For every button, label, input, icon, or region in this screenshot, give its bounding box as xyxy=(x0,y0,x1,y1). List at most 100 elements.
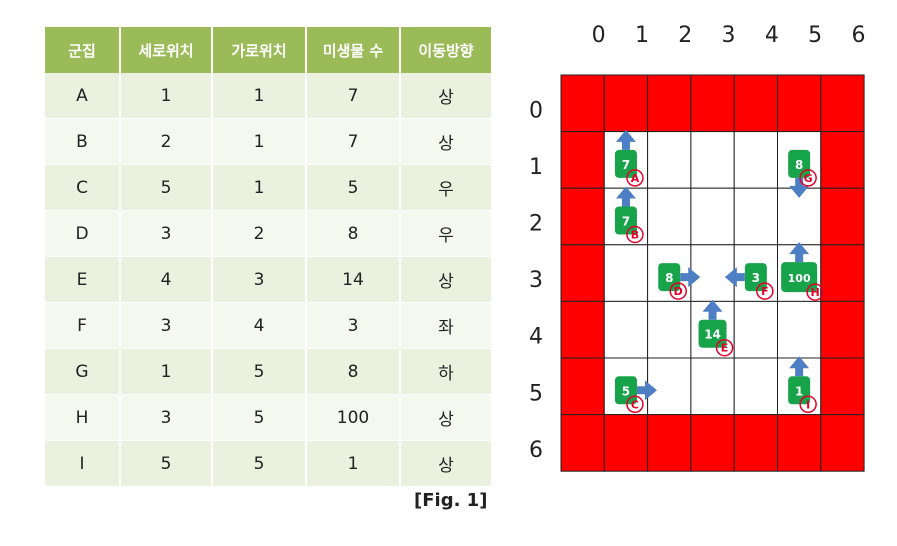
cell-colony: G xyxy=(45,348,121,395)
cell-direction: 우 xyxy=(400,164,491,211)
cell-direction: 상 xyxy=(400,394,491,441)
column-label: 6 xyxy=(851,23,865,48)
boundary-cell xyxy=(690,74,735,133)
cell-row-position: 2 xyxy=(120,118,213,165)
colony-id-circle xyxy=(626,225,644,244)
cell-row-position: 1 xyxy=(120,73,213,119)
direction-arrow-icon xyxy=(789,356,810,377)
cell-row-position: 4 xyxy=(120,256,213,303)
grid-cell xyxy=(603,300,649,359)
boundary-cell xyxy=(777,74,822,133)
header-row-position: 세로위치 xyxy=(120,27,213,73)
table-row: D 3 2 8 우 xyxy=(45,210,491,257)
colony-id-circle xyxy=(799,395,817,414)
cell-col-position: 3 xyxy=(212,256,307,303)
cell-microbe-count: 5 xyxy=(306,164,401,211)
colony-count: 1 xyxy=(795,384,803,398)
colony-count: 100 xyxy=(788,272,811,285)
grid-cell xyxy=(733,131,779,189)
boundary-cell xyxy=(560,131,605,189)
column-label: 5 xyxy=(808,23,822,48)
header-microbe-count: 미생물 수 xyxy=(306,27,401,73)
colony-id: A xyxy=(631,172,640,185)
cell-microbe-count: 8 xyxy=(306,210,401,257)
boundary-cell xyxy=(820,414,865,472)
boundary-cell xyxy=(560,414,605,472)
boundary-cell xyxy=(820,74,865,133)
boundary-cell xyxy=(820,131,865,189)
colony-id-circle xyxy=(756,282,774,300)
cell-direction: 상 xyxy=(400,256,491,303)
colony-id: G xyxy=(804,172,813,185)
cell-microbe-count: 14 xyxy=(306,256,401,303)
cell-col-position: 1 xyxy=(212,164,307,211)
cell-microbe-count: 1 xyxy=(306,440,401,487)
table-row: G 1 5 8 하 xyxy=(45,348,491,395)
cell-row-position: 5 xyxy=(120,440,213,487)
grid-cell xyxy=(690,244,735,302)
colony-d: 8D xyxy=(658,263,701,300)
cell-col-position: 5 xyxy=(212,394,307,441)
colony-id: H xyxy=(811,286,820,299)
table-row: A 1 1 7 상 xyxy=(45,73,491,119)
colony-i: 1I xyxy=(788,356,817,414)
colony-id-circle xyxy=(626,395,644,414)
cell-row-position: 3 xyxy=(120,394,213,441)
cell-colony: E xyxy=(45,256,121,303)
table-row: C 5 1 5 우 xyxy=(45,164,491,211)
grid-cell xyxy=(647,131,692,189)
row-label: 2 xyxy=(529,212,543,237)
colony-count: 3 xyxy=(752,271,760,285)
row-label: 3 xyxy=(529,268,543,293)
boundary-cell xyxy=(820,357,865,416)
colony-id: D xyxy=(674,285,683,298)
colony-box xyxy=(781,262,818,293)
grid-cell xyxy=(647,187,692,246)
colony-count: 7 xyxy=(622,158,630,172)
row-label: 5 xyxy=(529,381,543,406)
boundary-cell xyxy=(777,414,822,472)
colony-g: 8G xyxy=(788,149,817,198)
colony-table: 군집 세로위치 가로위치 미생물 수 이동방향 A 1 1 7 상 B 2 1 … xyxy=(45,27,491,487)
cell-colony: C xyxy=(45,164,121,211)
cell-direction: 우 xyxy=(400,210,491,257)
cell-col-position: 5 xyxy=(212,348,307,395)
column-label: 2 xyxy=(678,23,692,48)
boundary-cell xyxy=(820,244,865,302)
direction-arrow-icon xyxy=(615,129,636,150)
column-label: 0 xyxy=(592,23,606,48)
colony-id-circle xyxy=(715,338,734,357)
cell-direction: 좌 xyxy=(400,302,491,349)
colony-f: 3F xyxy=(724,263,774,300)
table-row: H 3 5 100 상 xyxy=(45,394,491,441)
direction-arrow-icon xyxy=(615,186,636,207)
direction-arrow-icon xyxy=(636,380,657,401)
grid-cell xyxy=(733,357,779,416)
cell-row-position: 5 xyxy=(120,164,213,211)
grid-cell xyxy=(733,187,779,246)
row-label: 6 xyxy=(529,438,543,463)
header-col-position: 가로위치 xyxy=(212,27,307,73)
direction-arrow-icon xyxy=(789,177,810,198)
cell-col-position: 1 xyxy=(212,73,307,119)
grid-cell xyxy=(733,300,779,359)
grid-cell xyxy=(690,357,735,416)
colony-id-circle xyxy=(626,169,644,187)
cell-col-position: 1 xyxy=(212,118,307,165)
colony-b: 7B xyxy=(614,186,644,244)
colony-id: E xyxy=(721,342,729,355)
direction-arrow-icon xyxy=(702,299,723,320)
direction-arrow-icon xyxy=(789,242,810,263)
colony-count: 14 xyxy=(704,328,721,342)
cell-microbe-count: 8 xyxy=(306,348,401,395)
boundary-cell xyxy=(733,74,779,133)
cell-colony: I xyxy=(45,440,121,487)
cell-row-position: 3 xyxy=(120,210,213,257)
colony-id: C xyxy=(631,398,639,411)
colony-id-circle xyxy=(806,283,824,301)
cell-colony: H xyxy=(45,394,121,441)
colony-e: 14E xyxy=(698,299,734,357)
cell-col-position: 4 xyxy=(212,302,307,349)
